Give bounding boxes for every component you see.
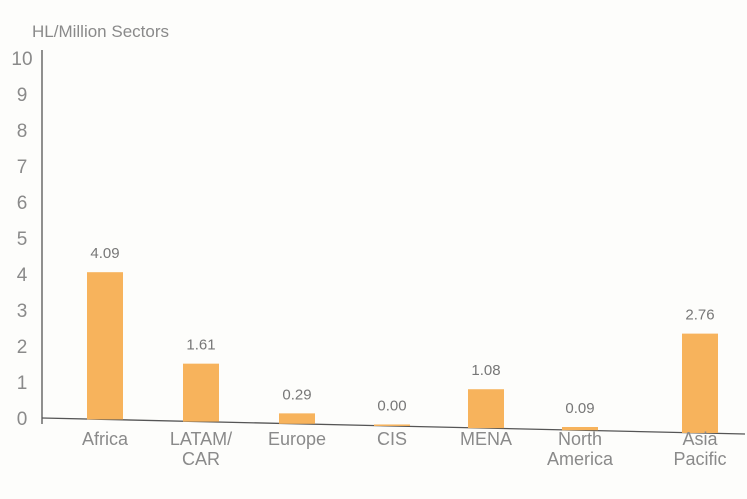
category-label: MENA <box>460 429 512 449</box>
y-tick-labels: 0 1 2 3 4 5 6 7 8 9 10 <box>11 49 32 430</box>
bar-value-label: 1.61 <box>186 337 215 354</box>
y-tick-label: 7 <box>17 157 28 178</box>
bar-value-label: 0.29 <box>282 386 311 403</box>
bars <box>87 272 718 433</box>
bar <box>682 333 718 433</box>
y-tick-label: 6 <box>17 193 28 214</box>
category-label: Pacific <box>673 449 726 469</box>
y-tick-label: 4 <box>17 265 28 286</box>
category-label: LATAM/ <box>170 429 232 449</box>
category-label: Asia <box>682 429 718 449</box>
bar <box>562 427 598 431</box>
category-label: Europe <box>268 429 326 449</box>
category-labels: Africa LATAM/CAR Europe CIS MENA NorthAmerica… <box>82 429 727 469</box>
y-tick-label: 1 <box>17 373 28 394</box>
y-tick-label: 2 <box>17 337 28 358</box>
bar-value-label: 1.08 <box>471 362 500 379</box>
y-tick-label: 3 <box>17 301 28 322</box>
bar <box>374 424 410 426</box>
y-tick-label: 5 <box>17 229 28 250</box>
y-axis-label: HL/Million Sectors <box>32 22 169 41</box>
category-label: CIS <box>377 429 407 449</box>
category-label: America <box>547 449 614 469</box>
value-labels: 4.09 1.61 0.29 0.00 1.08 0.09 2.76 <box>90 245 714 417</box>
bar-value-label: 0.09 <box>565 400 594 417</box>
bar-value-label: 4.09 <box>90 245 119 262</box>
bar <box>468 389 504 429</box>
y-tick-label: 8 <box>17 121 28 142</box>
bar <box>183 363 219 422</box>
bar <box>279 413 315 424</box>
bar-value-label: 0.00 <box>377 397 406 414</box>
category-label: North <box>558 429 602 449</box>
y-tick-label: 10 <box>11 49 32 70</box>
bar <box>87 272 123 420</box>
x-axis-line <box>41 417 746 435</box>
y-tick-label: 9 <box>17 85 28 106</box>
bar-value-label: 2.76 <box>685 307 714 324</box>
category-label: Africa <box>82 429 129 449</box>
category-label: CAR <box>182 449 220 469</box>
y-tick-label: 0 <box>17 409 28 430</box>
